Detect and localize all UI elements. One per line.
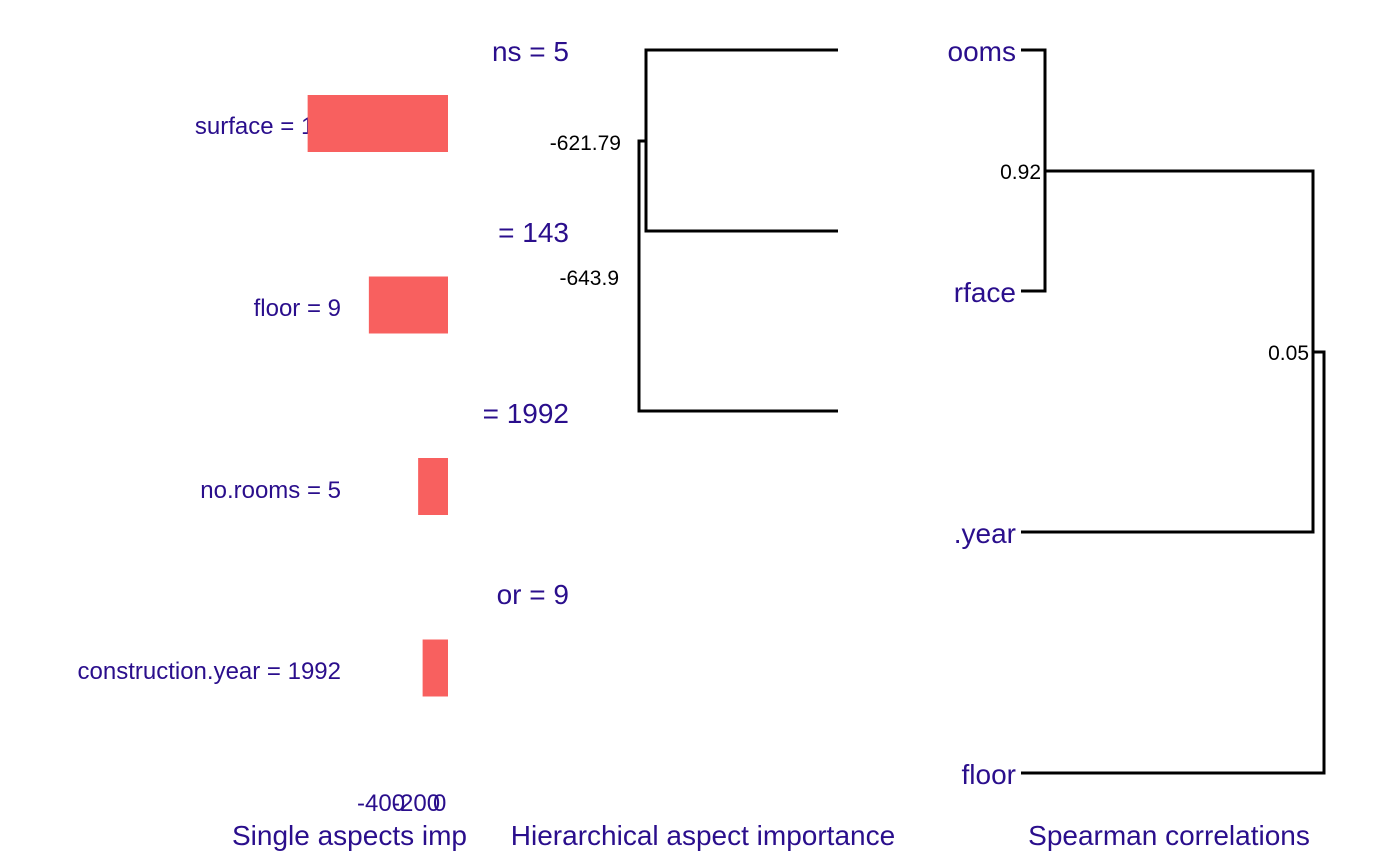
bar-label: construction.year = 1992 — [78, 658, 342, 685]
dendrogram-branch — [637, 139, 838, 413]
panel-mask — [838, 0, 948, 810]
bar-surface — [307, 95, 448, 152]
dendrogram-branch — [1021, 350, 1326, 775]
bar-label: no.rooms = 5 — [200, 477, 341, 504]
bar-label: floor = 9 — [254, 295, 341, 322]
dendrogram-branches — [637, 48, 838, 413]
dendrogram-branch — [644, 48, 838, 233]
merge-value: 0.05 — [1268, 342, 1309, 365]
leaf-label: = 1992 — [483, 398, 569, 429]
merge-value: -643.9 — [559, 267, 619, 290]
leaf-label: floor — [962, 759, 1016, 790]
leaf-label: = 143 — [498, 217, 569, 248]
leaf-label: or = 9 — [497, 579, 569, 610]
bar-construction.year — [422, 639, 448, 697]
x-tick-label: -200 — [392, 790, 440, 817]
hierarchical-panel: ns = 5 = 143 = 1992 or = 9 -621.79 -643.… — [483, 36, 896, 851]
dendrogram-branches — [1021, 48, 1326, 775]
x-tick-label: -400 — [357, 790, 405, 817]
leaf-label: rface — [954, 277, 1016, 308]
merge-value: 0.92 — [1000, 161, 1041, 184]
leaf-label: ooms — [948, 36, 1016, 67]
leaf-label: .year — [954, 518, 1016, 549]
x-axis-title: Single aspects imp — [232, 820, 467, 851]
x-axis-title: Spearman correlations — [1028, 820, 1310, 851]
merge-value: -621.79 — [550, 132, 621, 155]
spearman-panel: ooms rface .year floor 0.92 0.05 Spearma… — [948, 36, 1326, 851]
bar-no.rooms — [418, 458, 448, 515]
x-axis-title: Hierarchical aspect importance — [511, 820, 895, 851]
leaf-label: ns = 5 — [492, 36, 569, 67]
single-aspects-panel: surface = 143 floor = 9 no.rooms = 5 con… — [78, 95, 467, 851]
panel-mask — [467, 0, 507, 866]
bar-floor — [368, 276, 448, 334]
x-tick-label: 0 — [433, 790, 446, 817]
